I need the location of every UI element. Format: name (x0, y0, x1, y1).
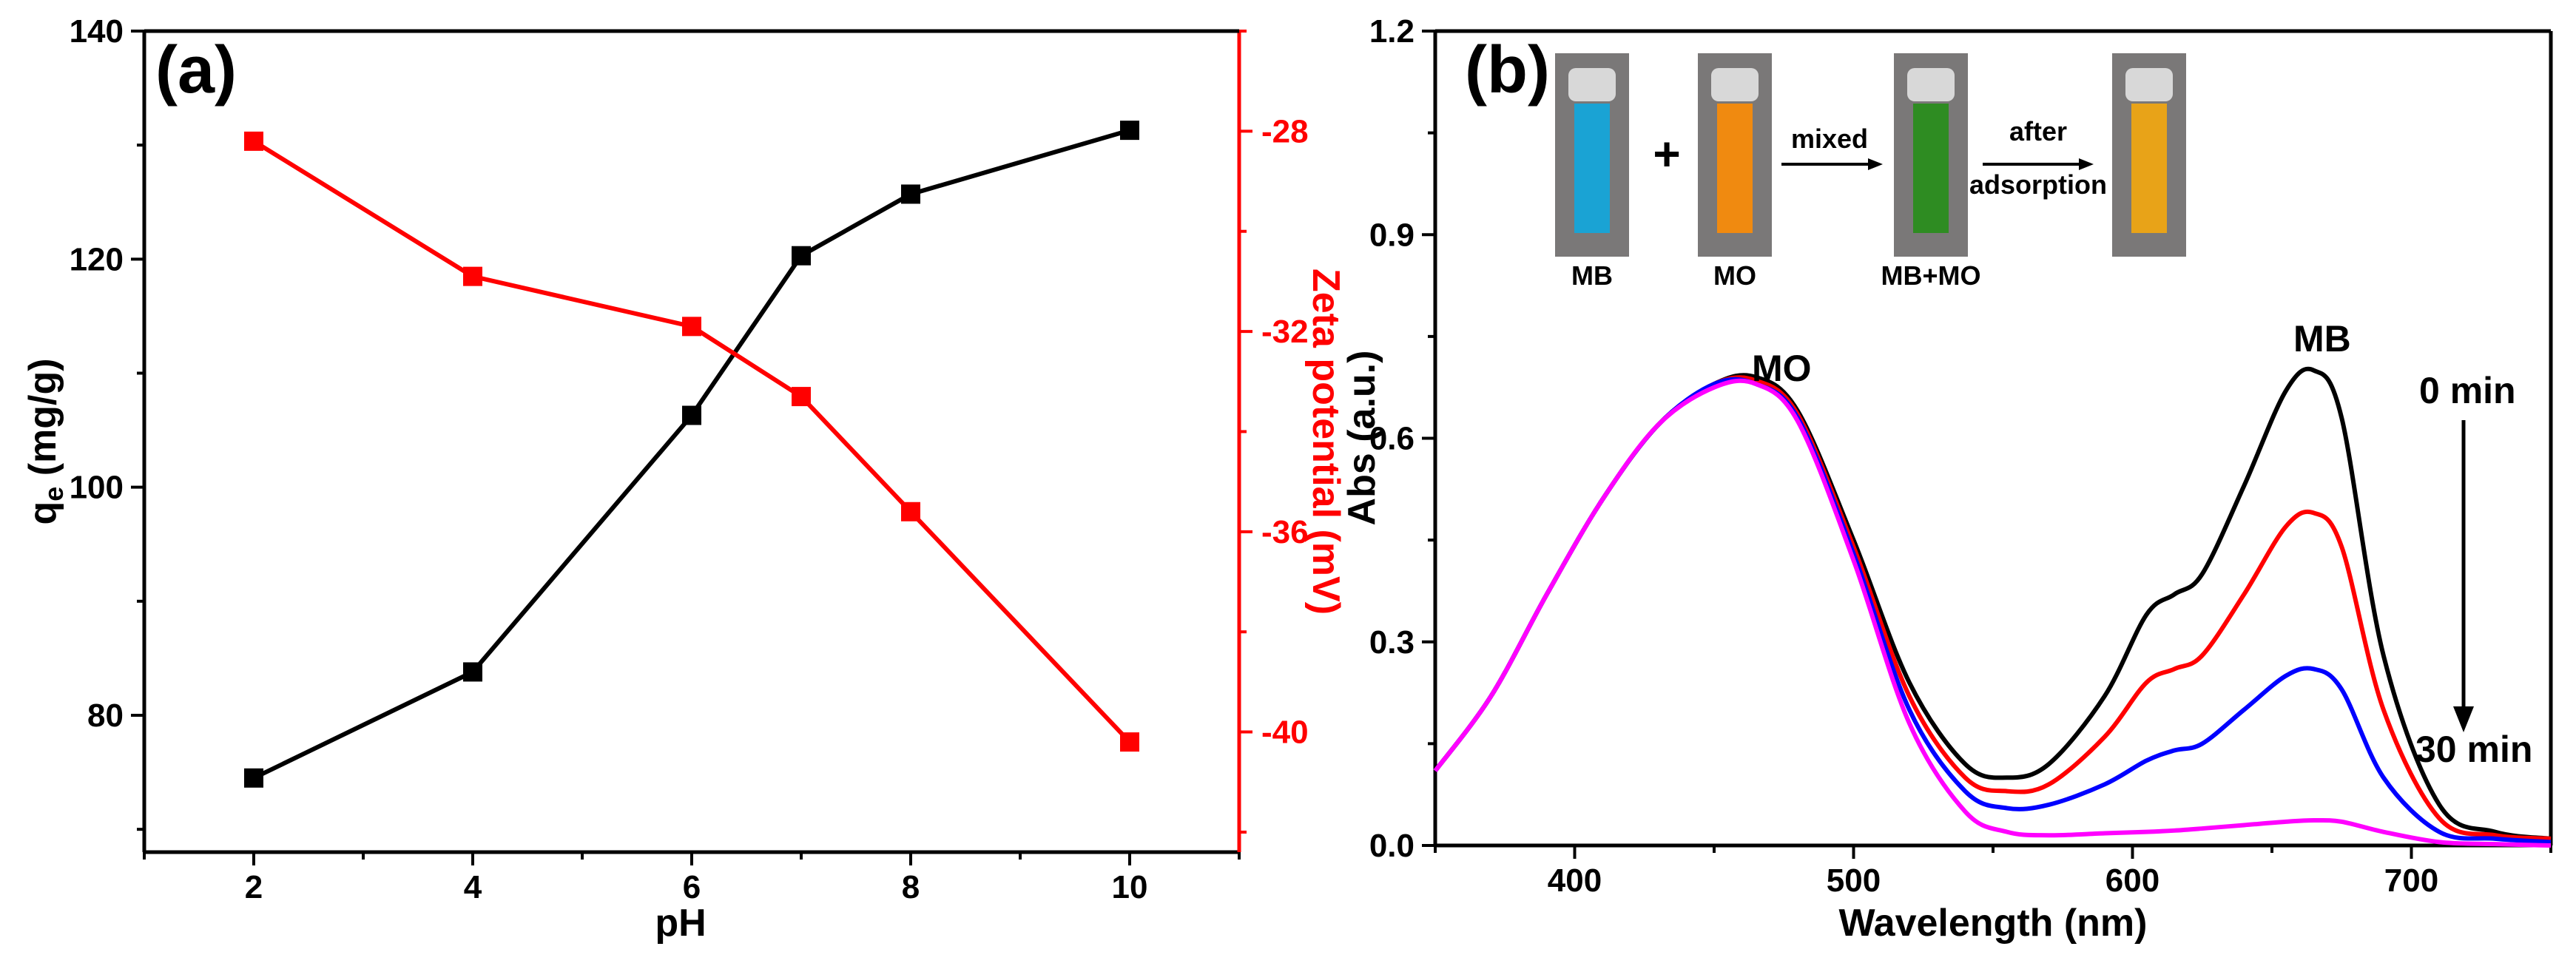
panel-b-x-tick-label: 500 (1827, 862, 1881, 899)
panel-a-ticks: 2 4 6 8 10 80 100 120 140 -28 -32 -36 -40 (70, 13, 1309, 905)
panel-a-y2-tick-label: -28 (1261, 113, 1309, 149)
panel-b-y-tick-label: 1.2 (1369, 13, 1415, 50)
plus-sign: + (1653, 127, 1680, 180)
panel-a-y-title-unit: (mg/g) (21, 358, 64, 486)
panel-a-point-zeta (901, 502, 920, 521)
panel-a-y-title-sub: e (38, 487, 69, 502)
panel-a-x-axis-title: pH (655, 902, 706, 945)
vial-mb (1555, 53, 1629, 257)
panel-b-y-tick-label: 0.6 (1369, 421, 1415, 457)
vial-inset: MB + MO mixed MB+MO after adsorption (1555, 53, 2186, 291)
panel-b-spectrum-20-min (1433, 377, 2552, 845)
time-end-label: 30 min (2415, 729, 2532, 770)
panel-b-y-tick-label: 0.9 (1369, 217, 1415, 253)
panel-a-y-axis-title: qe (mg/g) (21, 358, 69, 524)
panel-a-point-zeta (792, 387, 811, 407)
vial-mbmo-label: MB+MO (1881, 260, 1981, 291)
panel-a-point-qe (244, 768, 263, 788)
panel-b-x-tick-label: 600 (2105, 862, 2159, 899)
vial-after (2112, 53, 2186, 257)
step-adsorption-arrow-head (2079, 158, 2094, 170)
panel-b-spectrum-10-min (1433, 375, 2552, 841)
panel-a-series (244, 121, 1139, 788)
time-start-label: 0 min (2419, 370, 2516, 411)
panel-b-y-axis-title: Abs (a.u.) (1341, 351, 1383, 526)
mb-peak-label: MB (2293, 318, 2351, 359)
panel-b-y-tick-label: 0.0 (1369, 828, 1415, 864)
panel-a-y-tick-label: 120 (70, 241, 124, 277)
panel-a-y-tick-label: 80 (87, 698, 124, 734)
panel-a-point-qe (1120, 121, 1139, 141)
vial-mo (1698, 53, 1772, 257)
panel-a-series-line-zeta (252, 139, 1132, 744)
panel-a-point-zeta (463, 266, 482, 286)
panel-a-point-qe (682, 405, 701, 425)
panel-b-spectrum-0-min (1433, 366, 2552, 841)
vial-after-liquid (2131, 104, 2167, 233)
vial-mbmo-cap (1907, 68, 1955, 101)
panel-b-label: (b) (1465, 33, 1550, 107)
panel-a-x-tick-label: 10 (1112, 869, 1148, 905)
panel-a-y2-tick-label: -36 (1261, 514, 1309, 550)
vial-mb-cap (1568, 68, 1616, 101)
step-adsorption-label: adsorption (1969, 169, 2107, 200)
vial-mbmo-liquid (1913, 104, 1949, 233)
panel-a-series-line-qe (252, 128, 1130, 780)
panel-a-point-qe (463, 662, 482, 682)
vial-mo-cap (1711, 68, 1759, 101)
mo-peak-label: MO (1752, 348, 1812, 389)
panel-a-x-tick-label: 2 (245, 869, 263, 905)
panel-b-x-axis-title: Wavelength (nm) (1839, 902, 2148, 945)
panel-a-point-qe (901, 184, 920, 204)
panel-a-y-tick-label: 140 (70, 13, 124, 50)
vial-mb-liquid (1574, 104, 1610, 233)
panel-b-y-tick-label: 0.3 (1369, 624, 1415, 661)
panel-b-x-tick-label: 400 (1548, 862, 1602, 899)
panel-a-point-zeta (244, 131, 263, 151)
vial-mbmo (1894, 53, 1968, 257)
panel-a: 2 4 6 8 10 80 100 120 140 -28 -32 -36 -40 (a) pH qe … (21, 13, 1347, 945)
panel-a-point-zeta (682, 317, 701, 337)
panel-b: 400 500 600 700 0.0 0.3 0.6 0.9 1.2 (b) Waveleng… (1341, 13, 2553, 945)
vial-mo-label: MO (1713, 260, 1756, 291)
panel-a-y-title-q: q (21, 502, 64, 525)
panel-a-y2-tick-label: -32 (1261, 314, 1309, 350)
panel-b-ticks: 400 500 600 700 0.0 0.3 0.6 0.9 1.2 (1369, 13, 2552, 899)
panel-a-y-tick-label: 100 (70, 470, 124, 506)
panel-a-label: (a) (155, 33, 237, 107)
panel-a-point-zeta (1120, 732, 1139, 752)
panel-a-axes (142, 29, 1241, 854)
step-after-label: after (2009, 116, 2067, 146)
step-mixed-label: mixed (1791, 124, 1868, 154)
vial-mo-liquid (1717, 104, 1753, 233)
step-mixed-arrow-head (1868, 158, 1883, 170)
panel-b-series (1433, 366, 2552, 848)
time-arrow-head (2453, 706, 2474, 732)
panel-a-x-tick-label: 6 (683, 869, 701, 905)
panel-a-y2-axis-title: Zeta potential (mV) (1304, 269, 1347, 615)
panel-a-x-tick-label: 8 (902, 869, 920, 905)
panel-a-x-tick-label: 4 (464, 869, 482, 905)
panel-a-point-qe (792, 246, 811, 266)
panel-a-y2-tick-label: -40 (1261, 715, 1309, 751)
panel-b-spectrum-30-min (1433, 378, 2552, 848)
panel-b-x-tick-label: 700 (2384, 862, 2438, 899)
vial-after-cap (2125, 68, 2173, 101)
vial-mb-label: MB (1571, 260, 1613, 291)
